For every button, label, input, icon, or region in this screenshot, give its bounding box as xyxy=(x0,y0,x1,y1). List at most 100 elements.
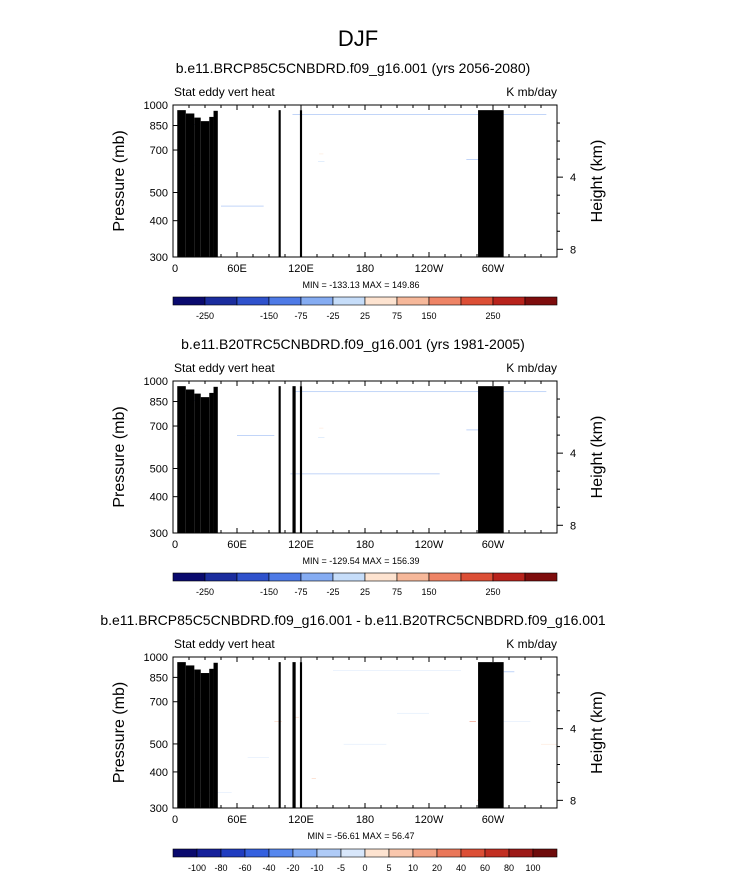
colorbar-swatch xyxy=(300,296,334,306)
colorbar-label: -80 xyxy=(214,863,227,873)
colorbar: -100 -80 -60 -40 -20 -10 -5 0 5 10 20 40 60 80 100 xyxy=(172,848,558,873)
terrain-mask xyxy=(185,665,195,808)
terrain-mask xyxy=(299,662,303,808)
terrain-mask xyxy=(213,386,218,533)
colorbar-swatch xyxy=(172,296,206,306)
colorbar-swatch xyxy=(524,572,558,582)
x-tick-label: 60W xyxy=(482,814,505,826)
colorbar-swatch xyxy=(428,296,462,306)
colorbar-label: 75 xyxy=(392,311,402,321)
panel-title: b.e11.B20TRC5CNBDRD.f09_g16.001 (yrs 198… xyxy=(181,336,525,352)
terrain-mask xyxy=(479,665,485,808)
panel-3: b.e11.BRCP85C5CNBDRD.f09_g16.001 - b.e11… xyxy=(100,612,606,873)
colorbar-swatch xyxy=(412,848,438,858)
colorbar: -250 -150 -75 -25 25 75 150 250 xyxy=(172,572,558,597)
colorbar: -250 -150 -75 -25 25 75 150 250 xyxy=(172,296,558,321)
contour-field xyxy=(177,386,547,533)
y2-tick-label: 4 xyxy=(570,724,576,736)
panel-1: b.e11.BRCP85C5CNBDRD.f09_g16.001 (yrs 20… xyxy=(111,60,606,321)
x-tick-label: 120W xyxy=(415,263,444,275)
colorbar-swatch xyxy=(492,572,526,582)
contour-patch xyxy=(311,778,316,779)
colorbar-swatch xyxy=(268,572,302,582)
y-tick-label: 300 xyxy=(150,803,168,815)
colorbar-swatch xyxy=(460,296,494,306)
terrain-mask xyxy=(278,662,281,808)
colorbar-label: 250 xyxy=(485,311,500,321)
y2-axis-title: Height (km) xyxy=(589,416,606,499)
colorbar-swatch xyxy=(204,572,238,582)
y2-tick-label: 4 xyxy=(570,448,576,460)
y-tick-label: 850 xyxy=(150,397,168,409)
terrain-mask xyxy=(209,392,214,533)
colorbar-swatch xyxy=(524,296,558,306)
colorbar-swatch xyxy=(204,296,238,306)
colorbar-swatch xyxy=(492,296,526,306)
contour-patch xyxy=(333,670,461,671)
y-axis-title: Pressure (mb) xyxy=(111,406,128,507)
colorbar-swatch xyxy=(364,296,398,306)
x-tick-label: 120E xyxy=(288,263,314,275)
colorbar-label: -150 xyxy=(260,587,278,597)
terrain-mask xyxy=(479,389,485,533)
contour-patch xyxy=(319,153,324,155)
panel-right-string: K mb/day xyxy=(506,85,557,99)
y-tick-label: 700 xyxy=(150,421,168,433)
x-tick-label: 60W xyxy=(482,263,505,275)
terrain-mask xyxy=(209,116,214,257)
min-max-stats: MIN = -133.13 MAX = 149.86 xyxy=(302,280,419,290)
y-tick-label: 700 xyxy=(150,697,168,709)
colorbar-swatch xyxy=(236,296,270,306)
y-tick-label: 500 xyxy=(150,464,168,476)
x-tick-label: 120E xyxy=(288,539,314,551)
colorbar-swatch xyxy=(364,848,390,858)
contour-patch xyxy=(541,743,557,745)
contour-patch xyxy=(318,437,325,438)
colorbar-label: 75 xyxy=(392,587,402,597)
colorbar-label: 10 xyxy=(408,863,418,873)
panel-title: b.e11.BRCP85C5CNBDRD.f09_g16.001 (yrs 20… xyxy=(176,60,531,76)
x-tick-label: 60E xyxy=(227,263,247,275)
colorbar-label: 150 xyxy=(421,311,436,321)
contour-patch xyxy=(292,391,547,393)
colorbar-swatch xyxy=(172,572,206,582)
colorbar-label: 40 xyxy=(456,863,466,873)
colorbar-swatch xyxy=(332,296,366,306)
colorbar-label: 5 xyxy=(386,863,391,873)
terrain-mask xyxy=(177,110,186,257)
colorbar-label: 25 xyxy=(360,587,370,597)
min-max-stats: MIN = -56.61 MAX = 56.47 xyxy=(307,831,414,841)
colorbar-swatch xyxy=(244,848,270,858)
panel-left-string: Stat eddy vert heat xyxy=(174,637,275,651)
panel-right-string: K mb/day xyxy=(506,637,557,651)
colorbar-label: -25 xyxy=(326,587,339,597)
contour-patch xyxy=(274,721,282,722)
contour-patch xyxy=(292,114,547,115)
y2-tick-label: 8 xyxy=(570,795,576,807)
colorbar-swatch xyxy=(196,848,222,858)
terrain-mask xyxy=(194,117,201,257)
colorbar-label: -5 xyxy=(337,863,345,873)
terrain-mask xyxy=(200,397,210,533)
contour-patch xyxy=(469,721,476,722)
colorbar-swatch xyxy=(316,848,342,858)
panel-right-string: K mb/day xyxy=(506,361,557,375)
y2-tick-label: 8 xyxy=(570,520,576,532)
colorbar-swatch xyxy=(484,848,510,858)
y-tick-label: 700 xyxy=(150,145,168,157)
x-tick-label: 120W xyxy=(415,814,444,826)
contour-patch xyxy=(294,716,299,718)
colorbar-swatch xyxy=(396,296,430,306)
y2-axis-title: Height (km) xyxy=(589,140,606,223)
colorbar-label: -250 xyxy=(196,587,214,597)
y-tick-label: 850 xyxy=(150,121,168,133)
y-tick-label: 400 xyxy=(150,767,168,779)
terrain-mask xyxy=(200,673,210,808)
colorbar-label: 20 xyxy=(432,863,442,873)
colorbar-swatch xyxy=(268,848,294,858)
figure-title: DJF xyxy=(338,26,378,51)
terrain-mask xyxy=(185,113,195,257)
contour-patch xyxy=(318,161,325,162)
y-tick-label: 1000 xyxy=(144,652,168,664)
